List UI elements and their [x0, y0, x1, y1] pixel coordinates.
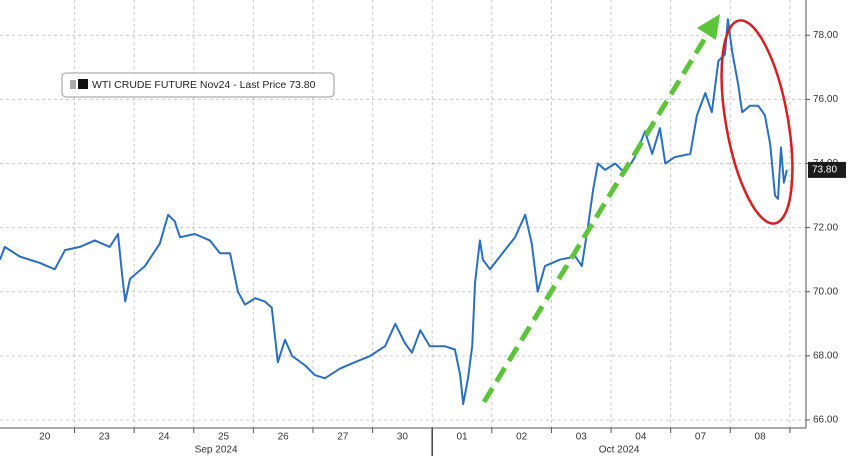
x-tick-label: 08 — [755, 432, 767, 443]
x-tick-label: 04 — [635, 432, 647, 443]
last-price-tag — [808, 161, 846, 178]
x-tick-label: 25 — [218, 432, 230, 443]
x-tick-label: 02 — [516, 432, 528, 443]
x-tick-label: 30 — [397, 432, 409, 443]
x-tick-label: 27 — [337, 432, 349, 443]
trend-arrow — [481, 28, 713, 404]
annotation-layer — [481, 14, 794, 404]
y-tick-label: 66.00 — [813, 415, 838, 426]
legend: WTI CRUDE FUTURE Nov24 - Last Price 73.8… — [61, 72, 335, 98]
x-tick-label: 23 — [99, 432, 111, 443]
y-tick-label: 78.00 — [813, 30, 838, 41]
x-tick-label: 24 — [158, 432, 170, 443]
y-tick-label: 68.00 — [813, 351, 838, 362]
x-tick-label: 03 — [576, 432, 588, 443]
arrow-head — [697, 14, 720, 40]
x-tick-label: 07 — [695, 432, 707, 443]
line-layer: 73.80 — [0, 18, 846, 405]
price-line — [0, 18, 788, 405]
legend-text: WTI CRUDE FUTURE Nov24 - Last Price 73.8… — [92, 79, 316, 91]
y-tick-label: 76.00 — [813, 94, 838, 105]
x-group-label: Sep 2024 — [195, 445, 238, 456]
y-tick-label: 70.00 — [813, 286, 838, 297]
legend-swatch — [78, 79, 88, 89]
highlight-ellipse — [720, 19, 794, 225]
x-tick-label: 20 — [39, 432, 51, 443]
last-price-label: 73.80 — [812, 165, 837, 176]
y-tick-label: 72.00 — [813, 222, 838, 233]
legend-swatch — [70, 80, 76, 89]
x-group-label: Oct 2024 — [599, 445, 640, 456]
x-tick-label: 26 — [278, 432, 290, 443]
x-tick-label: 01 — [456, 432, 468, 443]
legend-box — [61, 72, 335, 98]
